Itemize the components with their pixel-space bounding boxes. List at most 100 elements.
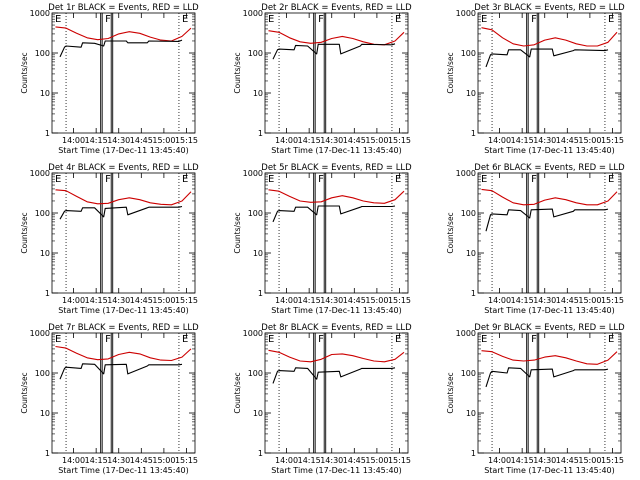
y-tick-label: 100	[248, 209, 263, 218]
y-tick-label: 1	[258, 449, 263, 458]
y-tick-label: 10	[253, 409, 263, 418]
plot-frame	[51, 12, 196, 134]
x-tick-label: 14:45	[556, 136, 579, 145]
events-series-line	[485, 208, 609, 232]
lld-series-line	[55, 345, 192, 362]
x-axis-label: Start Time (17-Dec-11 13:45:40)	[271, 466, 402, 475]
plot-frame	[477, 332, 622, 454]
flare-marker: F	[531, 14, 537, 25]
x-axis-label: Start Time (17-Dec-11 13:45:40)	[484, 146, 615, 155]
x-tick-label: 15:15	[388, 456, 411, 465]
y-tick-label: 100	[248, 49, 263, 58]
x-tick-label: 14:30	[533, 136, 556, 145]
y-tick-label: 1000	[243, 329, 263, 338]
y-axis-label: Counts/sec	[233, 52, 242, 93]
y-tick-label: 1	[45, 129, 50, 138]
x-axis-label: Start Time (17-Dec-11 13:45:40)	[58, 306, 189, 315]
x-tick-label: 14:30	[320, 296, 343, 305]
y-axis-label: Counts/sec	[446, 372, 455, 413]
events-series-line	[272, 205, 396, 223]
y-tick-label: 1000	[456, 169, 476, 178]
event-marker: E	[481, 174, 487, 185]
y-tick-label: 10	[466, 249, 476, 258]
y-tick-label: 100	[35, 49, 50, 58]
y-tick-label: 10	[466, 409, 476, 418]
y-tick-label: 1	[45, 289, 50, 298]
x-tick-label: 15:15	[601, 456, 624, 465]
panel-title: Det 9r BLACK = Events, RED = LLD	[474, 323, 625, 333]
x-tick-label: 14:00	[62, 456, 85, 465]
event-marker: E	[268, 14, 274, 25]
x-tick-label: 14:45	[130, 456, 153, 465]
x-tick-label: 14:00	[275, 296, 298, 305]
x-tick-label: 14:45	[343, 296, 366, 305]
x-tick-label: 15:00	[578, 136, 601, 145]
events-series-line	[485, 48, 609, 68]
lld-series-line	[55, 189, 192, 206]
y-tick-label: 1	[45, 449, 50, 458]
detector-panel: Det 3r BLACK = Events, RED = LLD 1 10 100 10…	[446, 3, 625, 155]
detector-panel: Det 9r BLACK = Events, RED = LLD 1 10 100 10…	[446, 323, 625, 475]
detector-panel: Det 4r BLACK = Events, RED = LLD 1 10 100 10…	[20, 163, 199, 315]
x-tick-label: 14:15	[85, 456, 108, 465]
y-axis-label: Counts/sec	[20, 212, 29, 253]
event-marker: E	[481, 14, 487, 25]
detector-panel: Det 5r BLACK = Events, RED = LLD 1 10 100 10…	[233, 163, 412, 315]
y-tick-label: 1	[471, 449, 476, 458]
y-tick-label: 1	[471, 129, 476, 138]
plot-frame	[264, 172, 409, 294]
y-tick-label: 100	[35, 369, 50, 378]
event-marker: E	[608, 334, 614, 345]
x-tick-label: 15:00	[365, 296, 388, 305]
x-tick-label: 15:00	[152, 136, 175, 145]
y-tick-label: 10	[40, 89, 50, 98]
x-tick-label: 15:15	[175, 456, 198, 465]
detector-panel: Det 1r BLACK = Events, RED = LLD 1 10 100 10…	[20, 3, 199, 155]
x-tick-label: 14:15	[85, 296, 108, 305]
x-tick-label: 14:45	[130, 136, 153, 145]
x-tick-label: 14:30	[107, 136, 130, 145]
x-tick-label: 15:15	[175, 136, 198, 145]
x-tick-label: 15:00	[578, 296, 601, 305]
x-tick-label: 14:15	[511, 136, 534, 145]
y-tick-label: 100	[461, 209, 476, 218]
event-marker: E	[395, 334, 401, 345]
x-tick-label: 14:00	[488, 296, 511, 305]
y-axis-label: Counts/sec	[233, 372, 242, 413]
y-tick-label: 1	[258, 129, 263, 138]
y-tick-label: 10	[253, 249, 263, 258]
lld-series-line	[268, 349, 405, 363]
x-tick-label: 14:00	[488, 456, 511, 465]
x-tick-label: 14:00	[275, 136, 298, 145]
x-tick-label: 14:00	[488, 136, 511, 145]
x-tick-label: 14:30	[533, 296, 556, 305]
x-axis-label: Start Time (17-Dec-11 13:45:40)	[271, 306, 402, 315]
x-tick-label: 15:00	[365, 456, 388, 465]
x-tick-label: 14:15	[511, 456, 534, 465]
x-tick-label: 14:45	[130, 296, 153, 305]
x-axis-label: Start Time (17-Dec-11 13:45:40)	[484, 466, 615, 475]
x-tick-label: 15:15	[388, 136, 411, 145]
x-tick-label: 15:15	[388, 296, 411, 305]
x-tick-label: 15:15	[601, 136, 624, 145]
y-tick-label: 100	[248, 369, 263, 378]
x-tick-label: 15:00	[365, 136, 388, 145]
plot-frame	[264, 12, 409, 134]
flare-marker: F	[318, 14, 324, 25]
x-tick-label: 14:30	[533, 456, 556, 465]
lld-series-line	[481, 350, 618, 365]
panel-title: Det 8r BLACK = Events, RED = LLD	[261, 323, 412, 333]
lld-series-line	[55, 26, 192, 42]
plot-frame	[51, 332, 196, 454]
x-axis-label: Start Time (17-Dec-11 13:45:40)	[58, 146, 189, 155]
event-marker: E	[55, 174, 61, 185]
x-tick-label: 14:00	[62, 296, 85, 305]
plot-frame	[477, 12, 622, 134]
event-marker: E	[395, 14, 401, 25]
event-marker: E	[608, 14, 614, 25]
panel-title: Det 1r BLACK = Events, RED = LLD	[48, 3, 199, 13]
flare-marker: F	[105, 334, 111, 345]
x-tick-label: 14:00	[275, 456, 298, 465]
detector-panel: Det 7r BLACK = Events, RED = LLD 1 10 100 10…	[20, 323, 199, 475]
y-tick-label: 1	[258, 289, 263, 298]
